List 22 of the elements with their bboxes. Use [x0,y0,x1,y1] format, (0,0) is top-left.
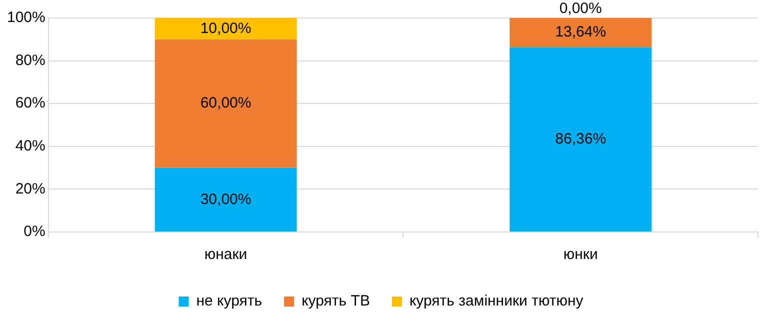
x-tick-label: юнаки [204,246,248,264]
y-tick-label: 20% [15,180,46,198]
data-label: 13,64% [555,24,606,41]
x-tick-label: юнки [563,246,598,264]
y-tick-label: 0% [24,223,46,240]
bar [154,18,297,40]
y-tick-label: 100% [6,9,46,26]
legend-label: курять замінники тютюну [409,292,584,310]
data-label: 0,00% [559,0,602,18]
bar [510,47,652,232]
bar [154,168,297,232]
bar [154,39,297,168]
y-tick-label: 60% [15,94,46,112]
legend-label: курять ТВ [302,292,370,310]
y-tick-label: 80% [15,52,46,69]
data-label: 86,36% [555,130,606,148]
bar [510,18,652,48]
data-label: 10,00% [200,20,252,37]
legend-label: не курять [196,292,262,310]
y-tick-label: 40% [15,138,46,155]
data-label: 60,00% [200,94,252,112]
data-label: 30,00% [200,190,252,208]
